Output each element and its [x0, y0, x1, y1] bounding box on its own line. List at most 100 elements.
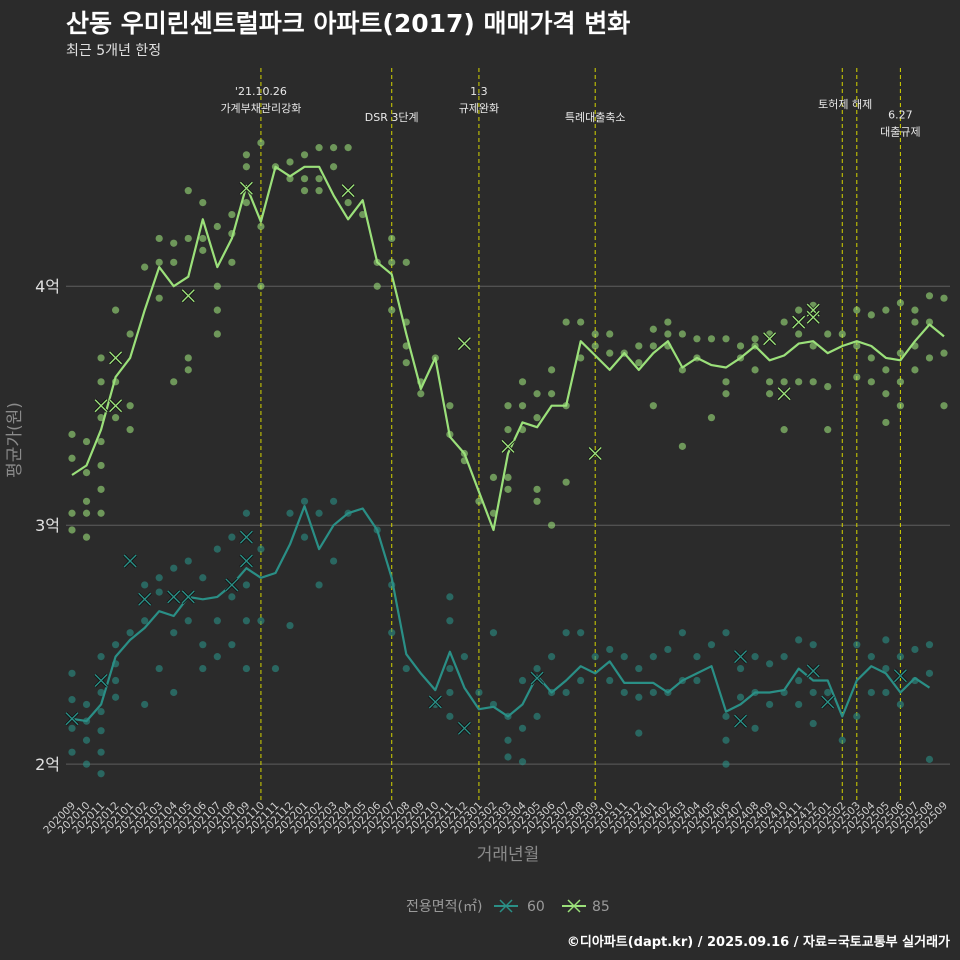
scatter-point-85 — [257, 282, 265, 290]
scatter-point-85 — [795, 330, 803, 338]
scatter-point-85 — [795, 306, 803, 314]
scatter-point-85 — [882, 366, 890, 374]
x-marker-85 — [588, 446, 603, 461]
scatter-point-60 — [257, 617, 265, 625]
scatter-point-60 — [795, 700, 803, 709]
scatter-point-85 — [170, 378, 178, 386]
scatter-point-60 — [606, 645, 614, 654]
scatter-point-85 — [184, 187, 192, 195]
scatter-point-85 — [678, 442, 687, 450]
scatter-point-60 — [155, 574, 163, 582]
scatter-point-60 — [141, 581, 149, 589]
line-layer — [71, 165, 945, 723]
scatter-point-85 — [533, 414, 541, 422]
x-marker-85 — [108, 398, 123, 413]
scatter-point-60 — [257, 545, 265, 553]
scatter-point-85 — [664, 330, 672, 338]
scatter-point-85 — [925, 354, 934, 362]
scatter-point-85 — [707, 414, 716, 422]
scatter-point-85 — [228, 258, 236, 266]
scatter-point-60 — [853, 712, 861, 720]
scatter-point-60 — [286, 509, 294, 517]
scatter-point-60 — [766, 700, 774, 709]
event-label: 규제완화 — [459, 102, 499, 115]
scatter-point-85 — [170, 239, 178, 247]
scatter-point-85 — [402, 258, 410, 266]
scatter-point-85 — [548, 521, 556, 529]
marker-layer — [64, 181, 908, 736]
scatter-point-85 — [809, 342, 817, 350]
x-marker-stroke — [341, 184, 355, 198]
scatter-point-85 — [417, 390, 425, 398]
scatter-point-85 — [591, 330, 599, 338]
scatter-point-60 — [112, 641, 120, 649]
x-marker-60 — [239, 553, 254, 569]
scatter-point-85 — [925, 318, 934, 326]
scatter-point-85 — [780, 378, 788, 386]
scatter-point-85 — [518, 402, 527, 410]
scatter-point-60 — [228, 593, 236, 601]
scatter-point-85 — [213, 222, 221, 231]
x-marker-stroke — [225, 578, 239, 592]
scatter-point-85 — [82, 509, 91, 517]
scatter-point-60 — [97, 653, 105, 661]
scatter-point-85 — [286, 158, 294, 166]
scatter-point-60 — [867, 688, 875, 697]
scatter-point-85 — [330, 163, 338, 171]
scatter-point-85 — [155, 294, 163, 302]
scatter-point-60 — [184, 557, 192, 565]
scatter-point-60 — [330, 557, 338, 565]
scatter-point-60 — [664, 645, 672, 654]
scatter-point-85 — [300, 175, 309, 183]
scatter-point-85 — [649, 342, 657, 350]
scatter-point-60 — [707, 641, 716, 649]
scatter-point-60 — [766, 660, 774, 668]
x-marker-60 — [530, 671, 545, 686]
scatter-point-60 — [620, 688, 628, 697]
scatter-point-60 — [213, 617, 221, 625]
scatter-point-85 — [97, 461, 105, 470]
scatter-point-85 — [722, 390, 730, 398]
scatter-point-60 — [213, 545, 221, 553]
scatter-point-60 — [271, 664, 280, 673]
scatter-point-85 — [562, 318, 570, 326]
scatter-point-60 — [882, 636, 890, 644]
scatter-point-85 — [882, 306, 890, 314]
series-line-85 — [71, 165, 945, 532]
scatter-point-60 — [82, 700, 91, 709]
scatter-point-85 — [373, 282, 381, 290]
scatter-point-60 — [562, 688, 570, 697]
scatter-point-85 — [199, 246, 207, 254]
scatter-point-85 — [489, 473, 498, 482]
scatter-point-60 — [126, 629, 134, 637]
scatter-point-60 — [199, 664, 207, 673]
scatter-point-60 — [446, 617, 454, 625]
scatter-point-85 — [344, 198, 352, 207]
scatter-point-85 — [82, 497, 91, 505]
x-marker-60 — [733, 714, 748, 729]
scatter-point-85 — [562, 478, 570, 486]
event-label: 6.27 — [888, 108, 913, 121]
legend-label-85: 85 — [592, 899, 610, 915]
x-marker-stroke — [65, 712, 79, 726]
scatter-point-60 — [300, 497, 309, 505]
scatter-point-85 — [853, 306, 861, 314]
scatter-point-85 — [867, 311, 875, 319]
scatter-point-60 — [838, 736, 846, 744]
scatter-point-85 — [97, 354, 105, 362]
scatter-point-85 — [184, 354, 192, 362]
scatter-point-85 — [925, 292, 934, 300]
scatter-point-60 — [649, 688, 657, 697]
series-line-60 — [71, 505, 931, 723]
scatter-point-85 — [722, 378, 730, 386]
scatter-point-85 — [68, 509, 76, 517]
page-subtitle: 최근 5개년 한정 — [66, 43, 162, 59]
scatter-point-85 — [213, 330, 221, 338]
scatter-point-60 — [896, 653, 905, 661]
scatter-point-85 — [649, 402, 657, 410]
scatter-point-85 — [896, 299, 905, 307]
scatter-point-85 — [126, 330, 134, 338]
scatter-point-60 — [97, 770, 105, 778]
scatter-point-60 — [562, 629, 570, 637]
legend-title: 전용면적(㎡) — [406, 899, 482, 915]
